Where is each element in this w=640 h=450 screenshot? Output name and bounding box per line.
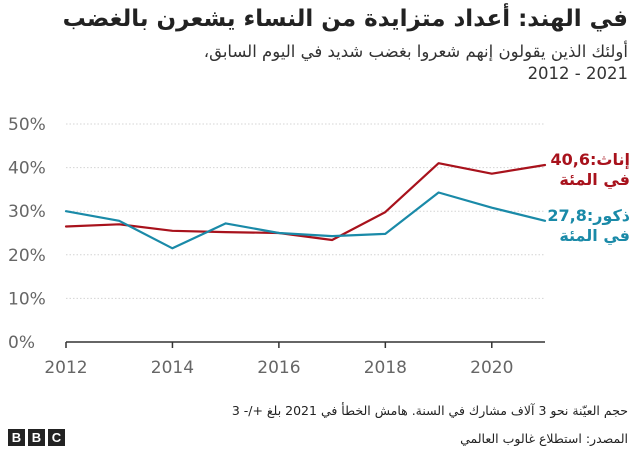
y-tick-label: 40% bbox=[8, 159, 46, 179]
series-line-female bbox=[64, 162, 547, 242]
source-credit: المصدر: استطلاع غالوب العالمي bbox=[460, 431, 628, 446]
y-tick-label: 30% bbox=[8, 202, 46, 222]
x-tick-label: 2016 bbox=[257, 358, 300, 378]
series-label-female-unit: في المئة bbox=[559, 170, 630, 189]
series-label-female-value: إناث:40,6 bbox=[550, 150, 630, 169]
series-label-female: إناث:40,6 في المئة bbox=[540, 150, 630, 190]
chart-title: في الهند: أعداد متزايدة من النساء يشعرن … bbox=[62, 6, 628, 32]
series-line-male bbox=[64, 191, 547, 250]
bbc-logo: B B C bbox=[8, 429, 65, 446]
bbc-logo-letter: B bbox=[28, 429, 45, 446]
y-tick-label: 10% bbox=[8, 289, 46, 309]
x-tick-label: 2012 bbox=[44, 358, 87, 378]
bbc-logo-letter: C bbox=[48, 429, 65, 446]
x-tick-label: 2020 bbox=[470, 358, 513, 378]
gridlines bbox=[66, 123, 545, 343]
y-tick-label: 0% bbox=[8, 333, 35, 353]
x-tick-label: 2014 bbox=[151, 358, 194, 378]
series-label-male: ذكور:27,8 في المئة bbox=[540, 206, 630, 246]
series-label-male-value: ذكور:27,8 bbox=[547, 206, 630, 225]
y-axis-ticks: 0% 10% 20% 30% 40% 50% bbox=[8, 115, 46, 353]
sample-size-note: حجم العيّنة نحو 3 آلاف مشارك في السنة. ه… bbox=[231, 403, 628, 418]
chart-subtitle-years: 2012 - 2021 bbox=[527, 64, 628, 83]
y-tick-label: 20% bbox=[8, 246, 46, 266]
y-tick-label: 50% bbox=[8, 115, 46, 135]
x-axis-ticks: 2012 2014 2016 2018 2020 bbox=[44, 342, 513, 378]
bbc-logo-letter: B bbox=[8, 429, 25, 446]
x-tick-label: 2018 bbox=[364, 358, 407, 378]
series-lines bbox=[64, 162, 547, 250]
series-label-male-unit: في المئة bbox=[559, 226, 630, 245]
chart-subtitle: أولئك الذين يقولون إنهم شعروا بغضب شديد … bbox=[203, 42, 628, 61]
